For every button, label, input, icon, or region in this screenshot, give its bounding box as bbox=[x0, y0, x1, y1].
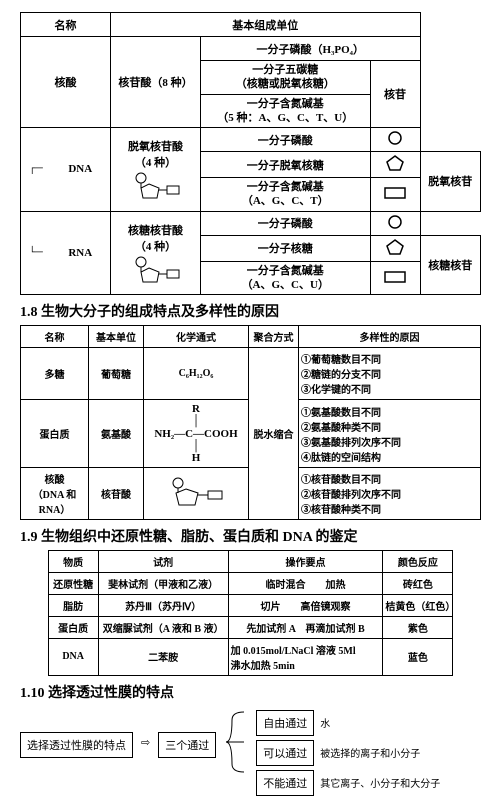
t1-dna: DNA bbox=[51, 128, 111, 212]
heading-1-8: 1.8 生物大分子的组成特点及多样性的原因 bbox=[20, 301, 481, 321]
t2-h2: 基本单位 bbox=[89, 326, 144, 348]
t2-h5: 多样性的原因 bbox=[299, 326, 481, 348]
t2-r3c2: 核苷酸 bbox=[89, 467, 144, 519]
t3-r1c1: 还原性糖 bbox=[48, 572, 98, 594]
t3-r3c3: 先加试剂 A 再滴加试剂 B bbox=[228, 616, 383, 638]
t1-dna-nt: 脱氧核苷酸（4 种） bbox=[111, 128, 201, 212]
t1-dna-ns: 脱氧核苷 bbox=[420, 152, 480, 212]
rect-icon bbox=[370, 178, 420, 212]
t3-r4c3: 加 0.015mol/LNaCl 溶液 5Ml沸水加热 5min bbox=[228, 638, 383, 675]
circle-icon bbox=[370, 128, 420, 152]
t1-rna-ns: 核糖核苷 bbox=[420, 235, 480, 295]
t1-dna-r3: 一分子含氮碱基（A、G、C、T） bbox=[201, 178, 371, 212]
can-pass-box: 可以通过 bbox=[256, 740, 314, 766]
t3-r3c2: 双缩脲试剂（A 液和 B 液） bbox=[98, 616, 228, 638]
t1-h-unit: 基本组成单位 bbox=[111, 13, 421, 37]
t3-h3: 操作要点 bbox=[228, 550, 383, 572]
t2-r1c2: 葡萄糖 bbox=[89, 348, 144, 400]
free-pass-text: 水 bbox=[320, 715, 330, 730]
nucleotide-icon bbox=[131, 170, 181, 200]
rect-icon bbox=[370, 261, 420, 295]
t1-rna-nt: 核糖核苷酸（4 种） bbox=[111, 211, 201, 295]
identification-table: 物质 试剂 操作要点 颜色反应 还原性糖 斐林试剂（甲液和乙液） 临时混合 加热… bbox=[48, 550, 454, 676]
t1-rna-r2: 一分子核糖 bbox=[201, 235, 371, 261]
t3-h2: 试剂 bbox=[98, 550, 228, 572]
t2-r1c5: ①葡萄糖数目不同②糖链的分支不同③化学键的不同 bbox=[299, 348, 481, 400]
t3-r2c2: 苏丹Ⅲ（苏丹Ⅳ） bbox=[98, 594, 228, 616]
t3-r2c4: 桔黄色（红色） bbox=[383, 594, 453, 616]
three-pass-box: 三个通过 bbox=[158, 732, 216, 758]
t1-r2: 一分子五碳糖（核糖或脱氧核糖） bbox=[201, 61, 371, 95]
t3-r4c4: 蓝色 bbox=[383, 638, 453, 675]
circle-icon bbox=[370, 211, 420, 235]
t1-nucleoside: 核苷 bbox=[370, 61, 420, 128]
t2-h1: 名称 bbox=[21, 326, 89, 348]
nucleic-acid-table: 名称 基本组成单位 核酸 核苷酸（8 种） 一分子磷酸（H₃PO₄） 一分子五碳… bbox=[20, 12, 481, 295]
t3-r4c2: 二苯胺 bbox=[98, 638, 228, 675]
t3-r1c2: 斐林试剂（甲液和乙液） bbox=[98, 572, 228, 594]
cannot-pass-text: 其它离子、小分子和大分子 bbox=[320, 775, 440, 790]
t2-merge-c4: 脱水缩合 bbox=[249, 348, 299, 519]
t3-r1c4: 砖红色 bbox=[383, 572, 453, 594]
t1-rna-r3: 一分子含氮碱基（A、G、C、U） bbox=[201, 261, 371, 295]
t3-r4c1: DNA bbox=[48, 638, 98, 675]
nucleotide-formula-icon bbox=[144, 467, 249, 519]
can-pass-text: 被选择的离子和小分子 bbox=[320, 745, 420, 760]
t2-r2c2: 氨基酸 bbox=[89, 400, 144, 467]
bracket-icon bbox=[224, 710, 248, 774]
t1-nucleic-acid: 核酸 bbox=[21, 37, 111, 128]
t1-dna-r1: 一分子磷酸 bbox=[201, 128, 371, 152]
t2-r3c1: 核酸（DNA 和 RNA） bbox=[21, 467, 89, 519]
t1-r3: 一分子含氮碱基（5 种：A、G、C、T、U） bbox=[201, 94, 371, 128]
t3-h1: 物质 bbox=[48, 550, 98, 572]
free-pass-box: 自由通过 bbox=[256, 710, 314, 736]
pentagon-icon bbox=[370, 152, 420, 178]
t3-r1c3: 临时混合 加热 bbox=[228, 572, 383, 594]
t2-r1c3: C₆H₁₂O₆ bbox=[144, 348, 249, 400]
membrane-box: 选择透过性膜的特点 bbox=[20, 732, 133, 758]
heading-1-9: 1.9 生物组织中还原性糖、脂肪、蛋白质和 DNA 的鉴定 bbox=[20, 526, 481, 546]
nucleotide-icon bbox=[131, 254, 181, 284]
t1-rna-r1: 一分子磷酸 bbox=[201, 211, 371, 235]
t3-r3c4: 紫色 bbox=[383, 616, 453, 638]
t3-r2c3: 切片 高倍镜观察 bbox=[228, 594, 383, 616]
amino-acid-formula: R│NH₂—C—COOH│H bbox=[144, 400, 249, 467]
t2-r2c5: ①氨基酸数目不同②氨基酸种类不同③氨基酸排列次序不同④肽链的空间结构 bbox=[299, 400, 481, 467]
t3-r2c1: 脂肪 bbox=[48, 594, 98, 616]
tree-rna: └─ bbox=[21, 211, 51, 295]
t2-r2c1: 蛋白质 bbox=[21, 400, 89, 467]
t3-h4: 颜色反应 bbox=[383, 550, 453, 572]
pentagon-icon bbox=[370, 235, 420, 261]
t2-h3: 化学通式 bbox=[144, 326, 249, 348]
t1-rna: RNA bbox=[51, 211, 111, 295]
t2-r3c5: ①核苷酸数目不同②核苷酸排列次序不同③核苷酸种类不同 bbox=[299, 467, 481, 519]
t1-h-name: 名称 bbox=[21, 13, 111, 37]
t2-r1c1: 多糖 bbox=[21, 348, 89, 400]
macromolecule-table: 名称 基本单位 化学通式 聚合方式 多样性的原因 多糖 葡萄糖 C₆H₁₂O₆ … bbox=[20, 325, 481, 519]
t1-r1: 一分子磷酸（H₃PO₄） bbox=[201, 37, 421, 61]
t2-h4: 聚合方式 bbox=[249, 326, 299, 348]
heading-1-10: 1.10 选择透过性膜的特点 bbox=[20, 682, 481, 702]
cannot-pass-box: 不能通过 bbox=[256, 770, 314, 796]
t1-dna-r2: 一分子脱氧核糖 bbox=[201, 152, 371, 178]
t3-r3c1: 蛋白质 bbox=[48, 616, 98, 638]
arrow-icon: ⇨ bbox=[141, 736, 150, 749]
membrane-flowchart: 选择透过性膜的特点 ⇨ 三个通过 自由通过水 可以通过被选择的离子和小分子 不能… bbox=[20, 710, 481, 796]
tree-dna: ┌─ bbox=[21, 128, 51, 212]
t1-nucleotide: 核苷酸（8 种） bbox=[111, 37, 201, 128]
